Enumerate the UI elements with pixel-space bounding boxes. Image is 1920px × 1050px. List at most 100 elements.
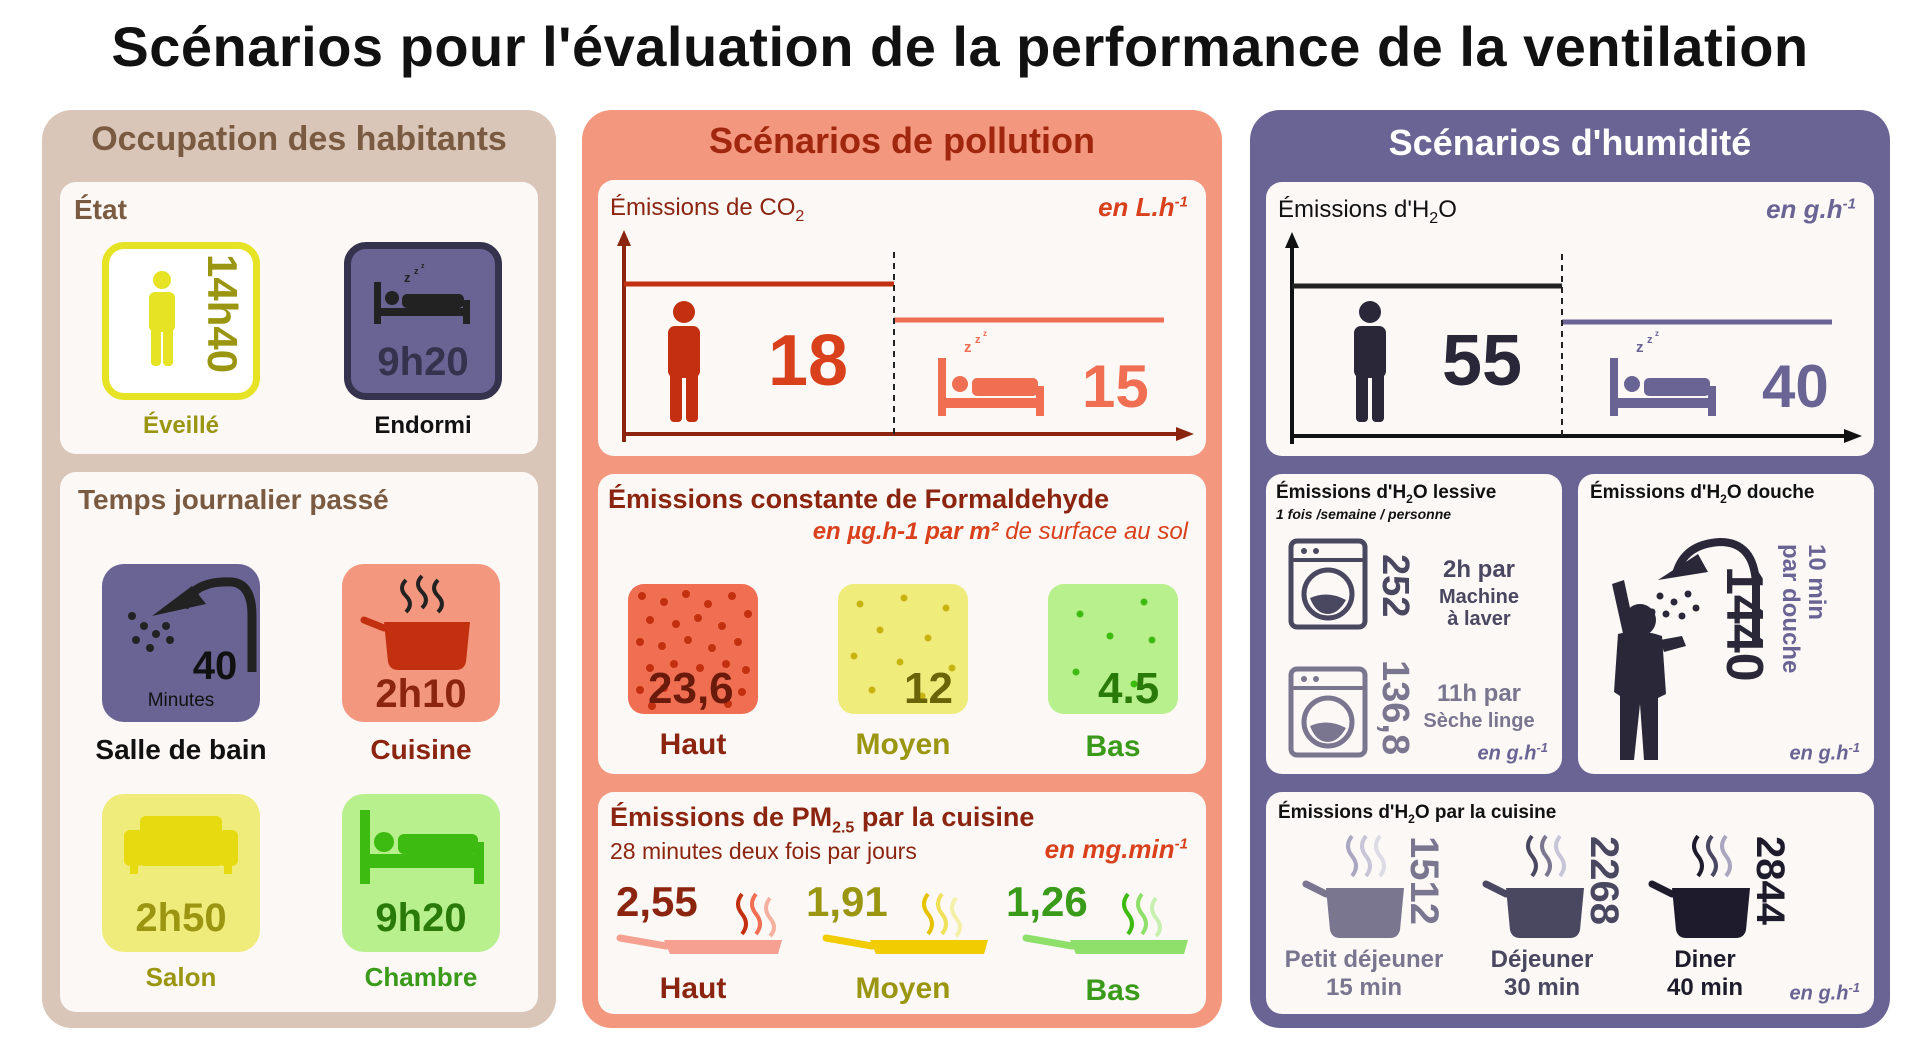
lunch-value: 2268: [1582, 836, 1626, 925]
breakfast-label: Petit déjeuner: [1284, 946, 1444, 973]
lunch-label: Déjeuner: [1490, 946, 1594, 973]
laundry-title: Émissions d'H2O lessive: [1276, 482, 1497, 506]
dinner-duration: 40 min: [1666, 974, 1744, 1001]
pm-mid-label: Moyen: [855, 972, 951, 1005]
co2-awake-value: 18: [768, 321, 849, 401]
awake-time: 14h40: [199, 254, 246, 374]
shower-value: 1440: [1715, 566, 1773, 682]
bedroom-label: Chambre: [364, 962, 478, 992]
formaldehyde-low-value: 4.5: [1098, 664, 1160, 713]
etat-card: État 14h40 Éveillé z z z 9h20 Endormi: [60, 182, 538, 454]
formaldehyde-title: Émissions constante de Formaldehyde: [608, 484, 1110, 514]
pot-icon-dinner: [1648, 834, 1750, 938]
svg-text:z: z: [1655, 329, 1659, 338]
pan-icon-low: [1022, 892, 1188, 954]
formaldehyde-low-tile: [1048, 584, 1178, 714]
washer-line2: Machine: [1438, 586, 1520, 608]
pm-high-label: Haut: [659, 972, 727, 1005]
pot-icon-lunch: [1482, 834, 1584, 938]
co2-axes: z z z: [617, 230, 1194, 442]
person-icon: [668, 301, 700, 422]
particles-low: [1072, 598, 1156, 688]
svg-text:z: z: [1647, 334, 1653, 346]
h2o-unit: en g.h-1: [1766, 194, 1856, 224]
pm-low-value: 1,26: [1006, 878, 1088, 925]
dryer-line2: Sèche linge: [1423, 710, 1535, 732]
pm-high-value: 2,55: [616, 878, 698, 925]
asleep-label: Endormi: [374, 412, 472, 439]
svg-text:z: z: [404, 270, 411, 285]
h2o-asleep-value: 40: [1762, 353, 1829, 420]
washer-line1: 2h par: [1442, 556, 1516, 583]
pm-unit: en mg.min-1: [1044, 834, 1188, 864]
bed-icon: z z z: [1610, 329, 1716, 416]
laundry-subtitle: 1 fois /semaine / personne: [1276, 506, 1452, 522]
svg-text:z: z: [983, 329, 987, 338]
laundry-unit: en g.h-1: [1477, 740, 1548, 765]
awake-tile: [102, 242, 260, 400]
person-icon: [1354, 301, 1386, 422]
co2-title: Émissions de CO2: [610, 194, 805, 225]
shower-duration-1: 10 min: [1803, 544, 1830, 621]
particles-high: [636, 590, 752, 710]
shower-unit: en g.h-1: [1789, 740, 1860, 765]
temps-card: Temps journalier passé 40 Minutes Salle …: [60, 472, 538, 1012]
particles-mid: [850, 594, 956, 700]
svg-text:z: z: [421, 263, 425, 270]
bed-icon: z z z: [374, 263, 470, 324]
asleep-time: 9h20: [377, 340, 469, 384]
h2o-card: Émissions d'H2O en g.h-1 z z z: [1266, 182, 1874, 456]
pm-subtitle: 28 minutes deux fois par jours: [610, 838, 917, 864]
pm-title: Émissions de PM2.5 par la cuisine: [610, 802, 1035, 837]
temps-title: Temps journalier passé: [78, 484, 389, 515]
formaldehyde-high-value: 23,6: [648, 664, 734, 713]
pm-mid-value: 1,91: [806, 878, 888, 925]
h2o-awake-value: 55: [1442, 321, 1523, 401]
dryer-icon: [1288, 666, 1368, 758]
svg-text:z: z: [975, 334, 981, 346]
dinner-value: 2844: [1748, 836, 1792, 925]
dryer-line1: 11h par: [1436, 680, 1522, 707]
person-shower-icon: [1612, 537, 1760, 760]
formaldehyde-high-tile: [628, 584, 758, 714]
page-title: Scénarios pour l'évaluation de la perfor…: [111, 15, 1809, 78]
co2-asleep-value: 15: [1082, 353, 1149, 420]
bathroom-value: 40: [192, 644, 238, 688]
kitchen-label: Cuisine: [370, 734, 472, 765]
pm-card: Émissions de PM2.5 par la cuisine 28 min…: [598, 792, 1206, 1014]
laundry-card: Émissions d'H2O lessive 1 fois /semaine …: [1266, 474, 1562, 774]
h2o-title: Émissions d'H2O: [1278, 196, 1457, 227]
pollution-panel: Scénarios de pollution Émissions de CO2 …: [582, 110, 1222, 1028]
person-icon: [149, 271, 175, 366]
co2-unit: en L.h-1: [1098, 192, 1188, 222]
formaldehyde-mid-label: Moyen: [855, 728, 951, 761]
pm-low-label: Bas: [1085, 974, 1141, 1007]
humidity-title: Scénarios d'humidité: [1388, 122, 1752, 163]
pot-icon-breakfast: [1302, 834, 1404, 938]
shower-duration-2: par douche: [1777, 544, 1804, 674]
bathroom-label: Salle de bain: [95, 734, 267, 765]
svg-text:z: z: [964, 339, 972, 356]
cooking-unit: en g.h-1: [1789, 980, 1860, 1005]
occupation-panel: Occupation des habitants État 14h40 Évei…: [42, 110, 556, 1028]
h2o-axes: z z z: [1285, 232, 1862, 444]
formaldehyde-card: Émissions constante de Formaldehyde en µ…: [598, 474, 1206, 774]
living-label: Salon: [145, 962, 217, 992]
formaldehyde-mid-value: 12: [904, 664, 953, 713]
washing-machine-icon: [1288, 538, 1368, 630]
pollution-title: Scénarios de pollution: [708, 120, 1096, 161]
sofa-icon: [124, 816, 238, 874]
lunch-duration: 30 min: [1503, 974, 1581, 1001]
bedroom-value: 9h20: [375, 896, 467, 940]
asleep-tile: [344, 242, 502, 400]
breakfast-value: 1512: [1402, 836, 1446, 925]
co2-card: Émissions de CO2 en L.h-1 z z z: [598, 180, 1206, 456]
pan-icon-high: [616, 892, 782, 954]
dryer-value: 136,8: [1374, 660, 1416, 756]
etat-title: État: [74, 194, 127, 225]
breakfast-duration: 15 min: [1325, 974, 1403, 1001]
formaldehyde-low-label: Bas: [1085, 730, 1141, 763]
shower-title: Émissions d'H2O douche: [1590, 482, 1815, 506]
dinner-label: Diner: [1674, 946, 1736, 973]
svg-text:z: z: [1636, 339, 1644, 356]
